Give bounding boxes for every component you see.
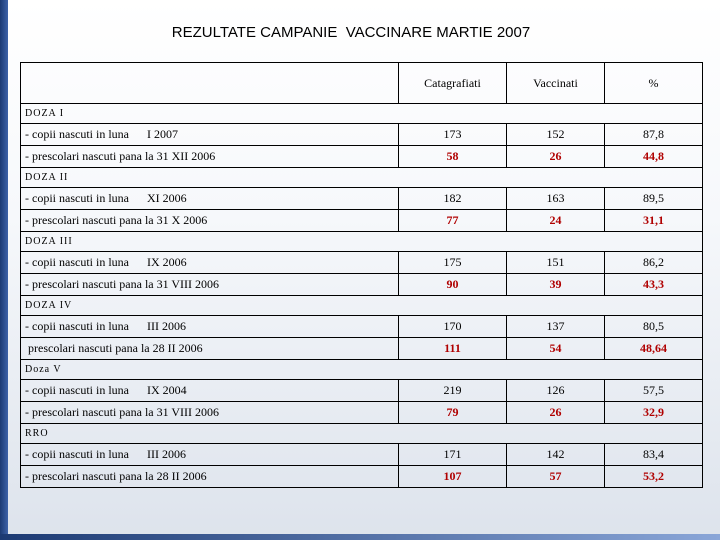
catagrafiati-value: 90 bbox=[398, 273, 507, 296]
percent-value: 31,1 bbox=[604, 209, 703, 232]
header-empty-cell bbox=[20, 62, 399, 104]
row-birth-month: III 2006 bbox=[146, 447, 186, 461]
catagrafiati-value: 111 bbox=[398, 337, 507, 360]
percent-value: 43,3 bbox=[604, 273, 703, 296]
row-label-cell: - copii nascuti in luna IX 2006 bbox=[20, 251, 399, 274]
vaccinati-value: 57 bbox=[506, 465, 605, 488]
row-label-cell: - copii nascuti in luna III 2006 bbox=[20, 443, 399, 466]
catagrafiati-value: 173 bbox=[398, 123, 507, 146]
vaccinati-value: 39 bbox=[506, 273, 605, 296]
slide-title: REZULTATE CAMPANIE VACCINARE MARTIE 2007 bbox=[171, 24, 531, 41]
table-row: - copii nascuti in luna IX 2004 219 126 57,5 bbox=[20, 379, 703, 402]
row-label: - copii nascuti in luna bbox=[25, 319, 129, 333]
row-label-cell: - prescolari nascuti pana la 31 VIII 200… bbox=[20, 273, 399, 296]
row-label-cell: - copii nascuti in luna III 2006 bbox=[20, 315, 399, 338]
vaccinati-value: 26 bbox=[506, 145, 605, 168]
percent-value: 87,8 bbox=[604, 123, 703, 146]
row-label-cell: - prescolari nascuti pana la 31 X 2006 bbox=[20, 209, 399, 232]
vaccinati-value: 126 bbox=[506, 379, 605, 402]
table-header-row: Catagrafiati Vaccinati % bbox=[20, 62, 703, 104]
percent-value: 53,2 bbox=[604, 465, 703, 488]
section-label: DOZA I bbox=[20, 103, 703, 124]
row-label: - prescolari nascuti pana la 31 VIII 200… bbox=[25, 405, 220, 419]
row-label: - copii nascuti in luna bbox=[25, 383, 129, 397]
row-label: - prescolari nascuti pana la 31 XII 2006 bbox=[25, 149, 216, 163]
vaccinati-value: 151 bbox=[506, 251, 605, 274]
percent-value: 89,5 bbox=[604, 187, 703, 210]
vaccinati-value: 163 bbox=[506, 187, 605, 210]
section-row: RRO bbox=[20, 423, 703, 444]
row-label-cell: prescolari nascuti pana la 28 II 2006 bbox=[20, 337, 399, 360]
section-row: Doza V bbox=[20, 359, 703, 380]
catagrafiati-value: 79 bbox=[398, 401, 507, 424]
row-label: - prescolari nascuti pana la 31 X 2006 bbox=[25, 213, 208, 227]
table-row: - copii nascuti in luna I 2007 173 152 87,8 bbox=[20, 123, 703, 146]
catagrafiati-value: 175 bbox=[398, 251, 507, 274]
row-label-cell: - copii nascuti in luna I 2007 bbox=[20, 123, 399, 146]
row-label: - prescolari nascuti pana la 31 VIII 200… bbox=[25, 277, 220, 291]
vaccinati-value: 26 bbox=[506, 401, 605, 424]
row-birth-month: IX 2006 bbox=[146, 255, 187, 269]
row-label: prescolari nascuti pana la 28 II 2006 bbox=[25, 341, 203, 355]
row-label-cell: - copii nascuti in luna XI 2006 bbox=[20, 187, 399, 210]
section-row: DOZA IV bbox=[20, 295, 703, 316]
section-label: DOZA III bbox=[20, 231, 703, 252]
catagrafiati-value: 182 bbox=[398, 187, 507, 210]
percent-value: 32,9 bbox=[604, 401, 703, 424]
vaccinati-value: 152 bbox=[506, 123, 605, 146]
section-row: DOZA II bbox=[20, 167, 703, 188]
section-row: DOZA I bbox=[20, 103, 703, 124]
table-row: - prescolari nascuti pana la 31 VIII 200… bbox=[20, 273, 703, 296]
row-birth-month: III 2006 bbox=[146, 319, 186, 333]
row-birth-month: XI 2006 bbox=[146, 191, 187, 205]
percent-value: 80,5 bbox=[604, 315, 703, 338]
table-row: - copii nascuti in luna IX 2006 175 151 86,2 bbox=[20, 251, 703, 274]
row-label-cell: - prescolari nascuti pana la 31 VIII 200… bbox=[20, 401, 399, 424]
row-label-cell: - copii nascuti in luna IX 2004 bbox=[20, 379, 399, 402]
catagrafiati-value: 219 bbox=[398, 379, 507, 402]
row-label-cell: - prescolari nascuti pana la 28 II 2006 bbox=[20, 465, 399, 488]
slide-bottom-bar bbox=[0, 534, 720, 540]
table-row: - copii nascuti in luna III 2006 170 137 80,… bbox=[20, 315, 703, 338]
catagrafiati-value: 170 bbox=[398, 315, 507, 338]
catagrafiati-value: 77 bbox=[398, 209, 507, 232]
row-label: - prescolari nascuti pana la 28 II 2006 bbox=[25, 469, 207, 483]
percent-value: 86,2 bbox=[604, 251, 703, 274]
header-catagrafiati: Catagrafiati bbox=[398, 62, 507, 104]
row-birth-month: I 2007 bbox=[146, 127, 178, 141]
section-label: DOZA IV bbox=[20, 295, 703, 316]
vaccinati-value: 142 bbox=[506, 443, 605, 466]
row-birth-month: IX 2004 bbox=[146, 383, 187, 397]
row-label: - copii nascuti in luna bbox=[25, 255, 129, 269]
slide-side-bar bbox=[0, 0, 8, 540]
catagrafiati-value: 171 bbox=[398, 443, 507, 466]
vaccinati-value: 54 bbox=[506, 337, 605, 360]
table-row: - prescolari nascuti pana la 28 II 2006 1… bbox=[20, 465, 703, 488]
row-label: - copii nascuti in luna bbox=[25, 191, 129, 205]
row-label: - copii nascuti in luna bbox=[25, 447, 129, 461]
header-vaccinati: Vaccinati bbox=[506, 62, 605, 104]
row-label: - copii nascuti in luna bbox=[25, 127, 129, 141]
percent-value: 48,64 bbox=[604, 337, 703, 360]
catagrafiati-value: 107 bbox=[398, 465, 507, 488]
section-label: DOZA II bbox=[20, 167, 703, 188]
vaccination-results-table: Catagrafiati Vaccinati % DOZA I- copii n… bbox=[20, 62, 703, 488]
section-label: RRO bbox=[20, 423, 703, 444]
percent-value: 57,5 bbox=[604, 379, 703, 402]
section-row: DOZA III bbox=[20, 231, 703, 252]
vaccinati-value: 24 bbox=[506, 209, 605, 232]
row-label-cell: - prescolari nascuti pana la 31 XII 2006 bbox=[20, 145, 399, 168]
catagrafiati-value: 58 bbox=[398, 145, 507, 168]
table-row: - copii nascuti in luna III 2006 171 142 83,… bbox=[20, 443, 703, 466]
percent-value: 44,8 bbox=[604, 145, 703, 168]
header-percent: % bbox=[604, 62, 703, 104]
section-label: Doza V bbox=[20, 359, 703, 380]
vaccinati-value: 137 bbox=[506, 315, 605, 338]
table-row: - copii nascuti in luna XI 2006 182 163 89,5 bbox=[20, 187, 703, 210]
table-row: - prescolari nascuti pana la 31 XII 2006… bbox=[20, 145, 703, 168]
table-row: - prescolari nascuti pana la 31 X 2006 77… bbox=[20, 209, 703, 232]
table-row: - prescolari nascuti pana la 31 VIII 200… bbox=[20, 401, 703, 424]
table-row: prescolari nascuti pana la 28 II 2006 111… bbox=[20, 337, 703, 360]
percent-value: 83,4 bbox=[604, 443, 703, 466]
